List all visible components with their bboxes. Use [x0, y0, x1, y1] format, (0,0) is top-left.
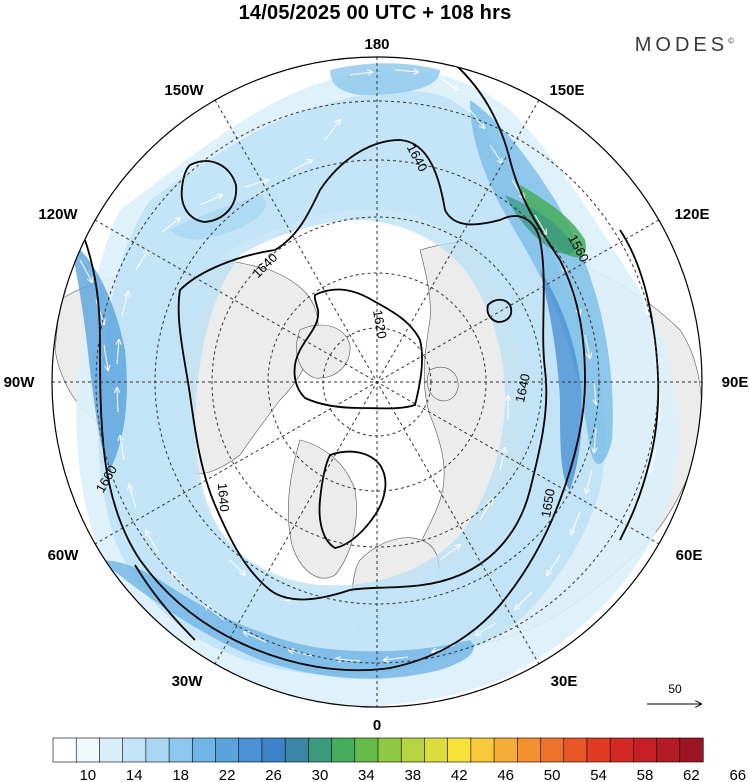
- wind-shading: [70, 63, 679, 707]
- colorbar-cell: [168, 737, 193, 763]
- colorbar-cell: [633, 737, 658, 763]
- lon-label-90w: 90W: [4, 374, 36, 391]
- colorbar-cell: [377, 737, 402, 763]
- lon-label-180: 180: [364, 36, 389, 53]
- colorbar-cell: [424, 737, 449, 763]
- colorbar-cell: [52, 737, 77, 763]
- colorbar-cell: [493, 737, 518, 763]
- colorbar-tick-label: 38: [404, 767, 421, 782]
- colorbar-tick-label: 30: [312, 767, 329, 782]
- longitude-labels: 180 150E 120E 90E 60E 30E 0 30W 60W 90W …: [4, 36, 749, 734]
- reference-vector: 50: [647, 682, 701, 704]
- colorbar-cell: [75, 737, 101, 763]
- contour-label: 1640: [512, 372, 533, 403]
- brand-logo: MODES©: [634, 34, 734, 56]
- colorbar-tick-label: 26: [265, 767, 282, 782]
- colorbar-cell: [99, 737, 124, 763]
- colorbar-cell: [191, 737, 217, 763]
- colorbar-tick-label: 10: [79, 767, 96, 782]
- colorbar-cell: [470, 737, 495, 763]
- lon-label-0: 0: [373, 717, 381, 734]
- colorbar: 10141822263034384246505458626670: [52, 737, 746, 782]
- colorbar-tick-label: 14: [126, 767, 143, 782]
- colorbar-tick-label: 54: [590, 767, 607, 782]
- colorbar-cell: [215, 737, 240, 763]
- colorbar-cell: [238, 737, 263, 763]
- colorbar-cell: [656, 737, 681, 763]
- lon-label-30e: 30E: [551, 673, 578, 690]
- height-contours: [84, 59, 660, 672]
- colorbar-tick-label: 50: [544, 767, 561, 782]
- colorbar-cell: [540, 737, 565, 763]
- colorbar-cell: [261, 737, 286, 763]
- contour-label: 1640: [215, 482, 232, 512]
- lon-label-60w: 60W: [48, 547, 80, 564]
- colorbar-cell: [609, 737, 634, 763]
- colorbar-tick-label: 18: [172, 767, 189, 782]
- lon-label-150w: 150W: [164, 82, 204, 99]
- colorbar-cell: [354, 737, 379, 763]
- colorbar-cell: [331, 737, 356, 763]
- colorbar-cell: [516, 737, 542, 763]
- colorbar-cell: [586, 737, 611, 763]
- lon-label-90e: 90E: [722, 374, 749, 391]
- graticule: [52, 57, 702, 707]
- colorbar-cell: [284, 737, 309, 763]
- colorbar-cell: [679, 737, 704, 763]
- lon-label-120w: 120W: [38, 206, 78, 223]
- colorbar-tick-label: 34: [358, 767, 375, 782]
- colorbar-tick-label: 66: [729, 767, 746, 782]
- colorbar-cell: [308, 737, 333, 763]
- lon-label-30w: 30W: [172, 673, 204, 690]
- colorbar-tick-label: 42: [451, 767, 468, 782]
- colorbar-cell: [563, 737, 588, 763]
- colorbar-cell: [400, 737, 426, 763]
- colorbar-tick-label: 46: [497, 767, 514, 782]
- colorbar-cell: [145, 737, 170, 763]
- svg-text:50: 50: [668, 682, 682, 696]
- colorbar-tick-label: 58: [637, 767, 654, 782]
- map-disc: [52, 57, 702, 707]
- contour-label: 1650: [538, 488, 558, 519]
- colorbar-cell: [122, 737, 147, 763]
- map-title: 14/05/2025 00 UTC + 108 hrs: [238, 2, 512, 24]
- map-border: [51, 56, 703, 708]
- contour-label: 1620: [370, 309, 390, 340]
- lon-label-60e: 60E: [676, 547, 703, 564]
- lon-label-120e: 120E: [674, 206, 709, 223]
- colorbar-tick-label: 62: [683, 767, 700, 782]
- colorbar-cell: [447, 737, 472, 763]
- colorbar-tick-label: 22: [219, 767, 236, 782]
- lon-label-150e: 150E: [549, 82, 584, 99]
